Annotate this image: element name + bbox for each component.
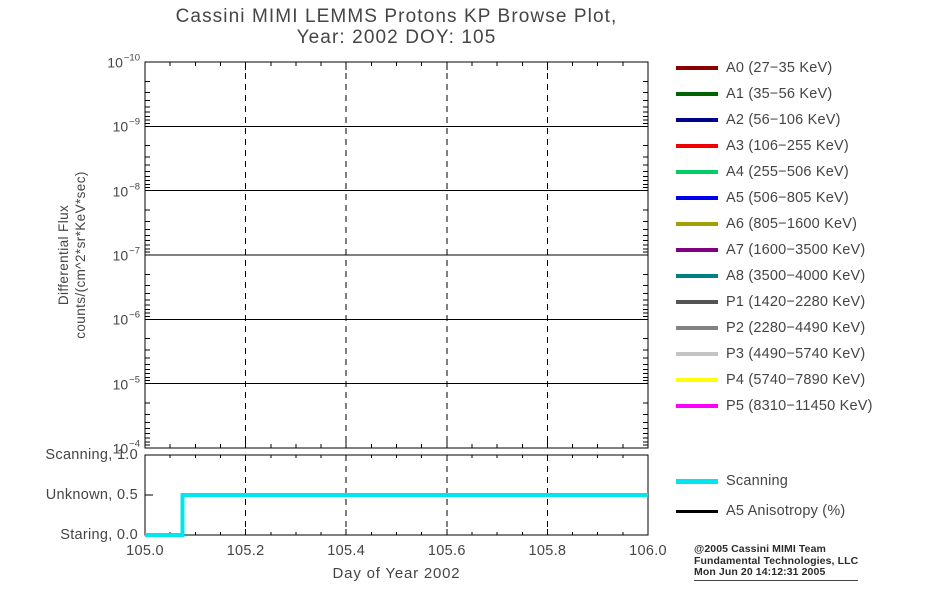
legend-swatch-p4	[676, 378, 718, 382]
legend-swatch-p3	[676, 352, 718, 356]
legend-swatch-a1	[676, 92, 718, 96]
legend-label-a5: A5 (506−805 KeV)	[726, 190, 849, 206]
y-tick-exponent: −4	[129, 438, 140, 450]
legend-swatch-a3	[676, 144, 718, 148]
y-tick-base: 10	[112, 311, 129, 328]
legend-swatch-a2	[676, 118, 718, 122]
y-tick-base: 10	[112, 247, 129, 264]
y-tick-exponent: −5	[129, 374, 140, 386]
legend-label-p1: P1 (1420−2280 KeV)	[726, 294, 866, 310]
legend2-label-scanning: Scanning	[726, 473, 789, 489]
legend-label-p2: P2 (2280−4490 KeV)	[726, 320, 866, 336]
credit-timestamp: Mon Jun 20 14:12:31 2005	[694, 566, 859, 581]
x-tick-label: 105.0	[126, 543, 164, 559]
x-tick-label: 106.0	[629, 543, 667, 559]
legend-swatch-a8	[676, 274, 718, 278]
x-axis-label: Day of Year 2002	[332, 565, 461, 582]
y-tick-exponent: −6	[129, 310, 140, 321]
legend-label-a8: A8 (3500−4000 KeV)	[726, 268, 866, 284]
status-panel-frame	[144, 454, 649, 536]
x-tick-label: 105.4	[327, 543, 366, 559]
legend2-label-a5: A5 Anisotropy (%)	[726, 503, 846, 519]
x-tick-label: 105.8	[528, 543, 567, 559]
legend-swatch-a6	[676, 222, 718, 226]
status-series-scanning	[145, 493, 648, 537]
legend-swatch-a5	[676, 196, 718, 200]
legend-label-p4: P4 (5740−7890 KeV)	[726, 372, 866, 388]
status-tick-label: Scanning, 1.0	[45, 447, 138, 463]
legend2-swatch-a5	[676, 509, 718, 513]
legend-label-a6: A6 (805−1600 KeV)	[726, 216, 858, 232]
y-tick-label: 10−7	[112, 245, 140, 264]
legend-swatch-a0	[676, 66, 718, 70]
y-tick-label: 10−6	[112, 310, 140, 328]
legend-swatch-p2	[676, 326, 718, 330]
credit-company: Fundamental Technologies, LLC	[694, 554, 859, 567]
legend-swatch-a7	[676, 248, 718, 252]
credit-block: @2005 Cassini MIMI Team Fundamental Tech…	[694, 543, 859, 581]
legend-swatch-p1	[676, 300, 718, 304]
flux-panel-frame	[144, 61, 649, 449]
legend-label-a2: A2 (56−106 KeV)	[726, 112, 841, 128]
x-tick-label: 105.2	[226, 543, 265, 559]
y-tick-base: 10	[112, 118, 129, 135]
credit-team: @2005 Cassini MIMI Team	[694, 543, 826, 555]
legend2-swatch-scanning	[676, 478, 718, 484]
legend-label-a1: A1 (35−56 KeV)	[726, 86, 833, 102]
plot-title-line2: Year: 2002 DOY: 105	[296, 27, 497, 48]
y-tick-exponent: −7	[129, 245, 140, 257]
y-tick-exponent: −10	[123, 52, 140, 64]
legend-label-p5: P5 (8310−11450 KeV)	[726, 398, 873, 414]
y-axis-label-line1: Differential Flux	[56, 204, 71, 306]
legend-label-a0: A0 (27−35 KeV)	[726, 60, 833, 76]
status-tick-label: Unknown, 0.5	[45, 487, 138, 503]
legend-label-a4: A4 (255−506 KeV)	[726, 164, 849, 180]
y-tick-base: 10	[112, 440, 129, 457]
y-tick-exponent: −8	[129, 181, 140, 193]
x-tick-label: 105.6	[427, 543, 466, 559]
legend-label-a3: A3 (106−255 KeV)	[726, 138, 849, 154]
y-tick-label: 10−4	[112, 438, 140, 457]
y-axis-label: Differential Flux counts/(cm^2*sr*KeV*se…	[55, 171, 89, 339]
y-tick-base: 10	[107, 54, 123, 71]
status-tick-label: Staring, 0.0	[60, 527, 138, 543]
legend-label-p3: P3 (4490−5740 KeV)	[726, 346, 866, 362]
plot-title-line1: Cassini MIMI LEMMS Protons KP Browse Plo…	[175, 6, 618, 27]
legend-label-a7: A7 (1600−3500 KeV)	[726, 242, 866, 258]
plot-title: Cassini MIMI LEMMS Protons KP Browse Plo…	[145, 6, 648, 48]
legend-swatch-p5	[676, 404, 718, 408]
y-tick-label: 10−9	[112, 117, 140, 135]
y-axis-label-line2: counts/(cm^2*sr*KeV*sec)	[73, 171, 88, 339]
y-tick-base: 10	[112, 182, 129, 199]
y-tick-label: 10−8	[112, 181, 140, 199]
y-tick-exponent: −9	[129, 117, 140, 128]
y-tick-label: 10−10	[107, 52, 140, 71]
legend-swatch-a4	[676, 170, 718, 174]
y-tick-base: 10	[112, 375, 129, 392]
y-tick-label: 10−5	[112, 374, 140, 392]
